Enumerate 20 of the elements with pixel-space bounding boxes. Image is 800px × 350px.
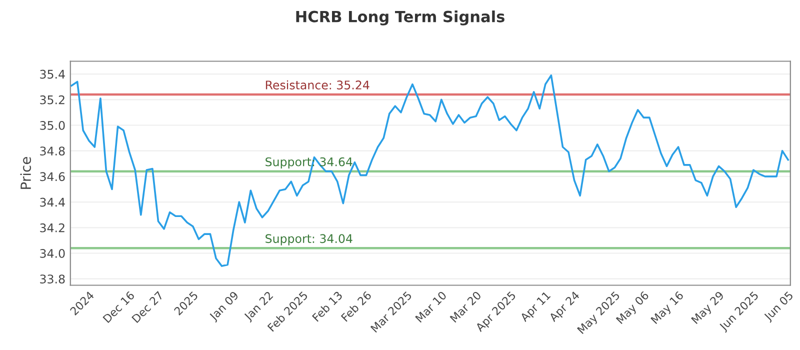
x-tick-label: Jun 05: [763, 290, 795, 323]
y-tick-label: 35.0: [40, 120, 65, 130]
x-tick-label: Feb 26: [340, 290, 372, 322]
y-tick-label: 35.4: [40, 70, 65, 79]
y-tick-label: 34.8: [40, 146, 65, 156]
ref-line-label: Support: 34.04: [266, 234, 352, 246]
y-tick-label: 34.6: [40, 172, 65, 182]
line-series: [70, 74, 789, 267]
chart-title: HCRB Long Term Signals: [296, 10, 504, 26]
y-tick-label: 34.0: [40, 248, 65, 258]
y-axis-title: Price: [20, 157, 32, 189]
y-tick-label: 33.8: [40, 274, 65, 284]
x-tick-label: Jan 22: [243, 291, 275, 323]
ref-line-label: Resistance: 35.24: [266, 80, 370, 90]
y-tick-label: 35.2: [40, 95, 64, 104]
y-tick-label: 34.4: [40, 198, 65, 207]
x-tick-label: Mar 20: [450, 290, 482, 323]
x-tick-label: Mar 10: [414, 290, 447, 323]
y-tick-label: 34.2: [40, 223, 64, 232]
x-tick-label: Jan 09: [208, 290, 240, 323]
